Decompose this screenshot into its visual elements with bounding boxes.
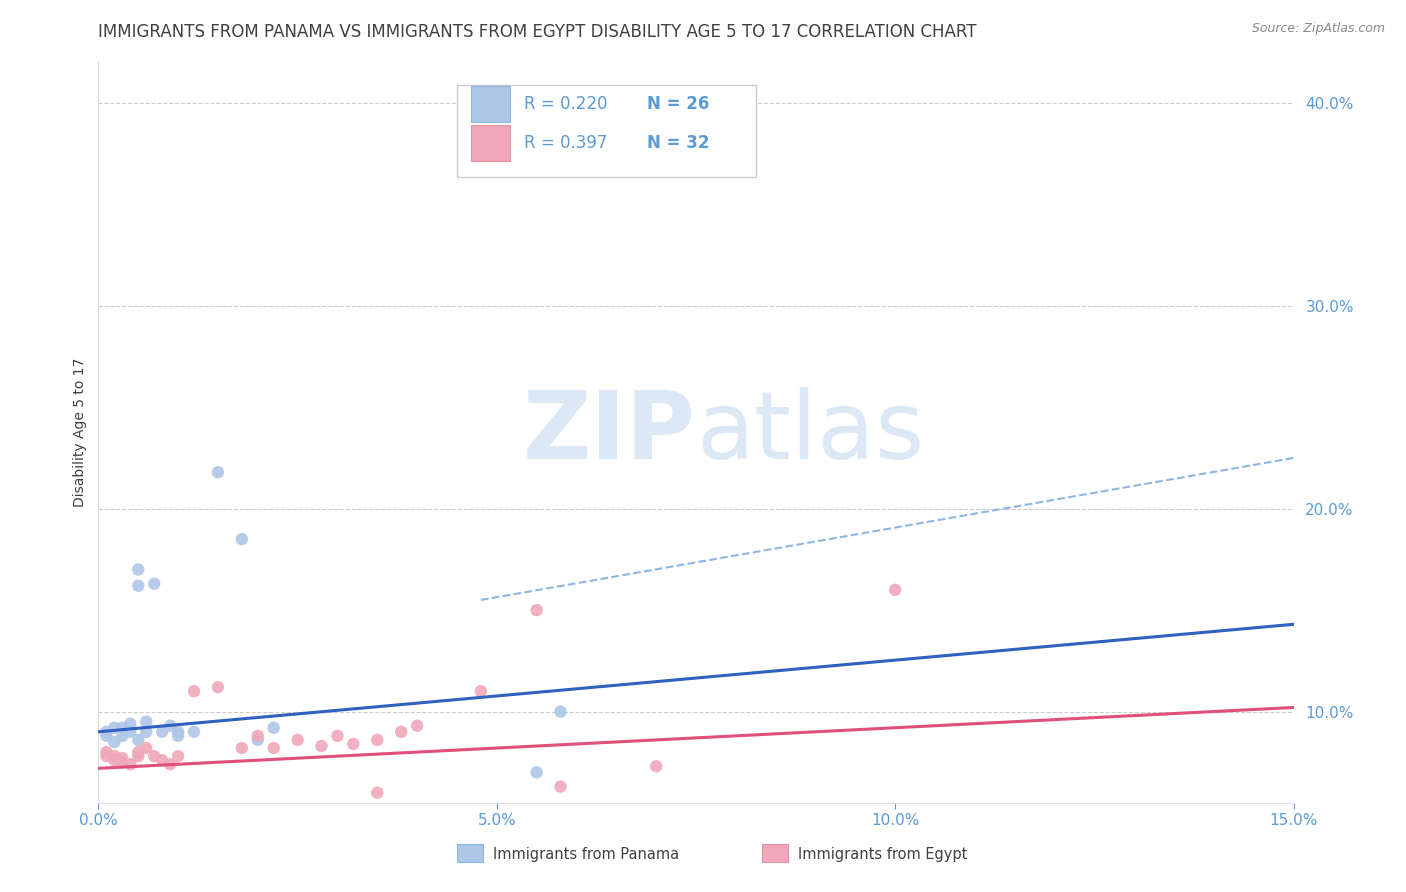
Point (311, 739, 333, 753)
Text: Source: ZipAtlas.com: Source: ZipAtlas.com (1251, 22, 1385, 36)
Text: IMMIGRANTS FROM PANAMA VS IMMIGRANTS FROM EGYPT DISABILITY AGE 5 TO 17 CORRELATI: IMMIGRANTS FROM PANAMA VS IMMIGRANTS FRO… (98, 23, 977, 41)
Text: R = 0.397: R = 0.397 (524, 134, 607, 152)
Point (96, 729, 118, 743)
Point (263, 741, 285, 756)
Point (526, 765, 548, 780)
Text: N = 32: N = 32 (647, 134, 710, 152)
Point (127, 749, 149, 764)
Point (884, 582, 907, 597)
Y-axis label: Disability Age 5 to 17: Disability Age 5 to 17 (73, 358, 87, 508)
Point (127, 579, 149, 593)
FancyBboxPatch shape (471, 125, 509, 161)
Point (645, 759, 668, 773)
FancyBboxPatch shape (762, 844, 787, 862)
Text: atlas: atlas (696, 386, 924, 479)
FancyBboxPatch shape (457, 85, 756, 178)
Point (342, 737, 364, 751)
Text: N = 26: N = 26 (647, 95, 710, 113)
Point (135, 741, 157, 756)
Point (111, 751, 134, 765)
Point (150, 724, 173, 739)
Point (103, 721, 125, 735)
Point (183, 684, 205, 698)
Point (167, 724, 190, 739)
Point (366, 733, 388, 747)
Point (159, 719, 181, 733)
Point (167, 749, 190, 764)
Point (96, 724, 118, 739)
Text: Immigrants from Panama: Immigrants from Panama (494, 847, 679, 863)
Point (120, 757, 142, 772)
Point (103, 753, 125, 767)
Point (263, 721, 285, 735)
Point (120, 724, 142, 739)
FancyBboxPatch shape (471, 87, 509, 121)
Point (550, 705, 572, 719)
Point (143, 576, 166, 591)
Point (103, 826, 125, 840)
Point (103, 749, 125, 764)
Point (326, 729, 349, 743)
Point (207, 465, 229, 479)
Point (96, 745, 118, 759)
Text: R = 0.220: R = 0.220 (524, 95, 607, 113)
Point (183, 724, 205, 739)
Point (111, 721, 134, 735)
Text: Immigrants from Egypt: Immigrants from Egypt (797, 847, 967, 863)
Point (246, 733, 269, 747)
Point (96, 749, 118, 764)
Point (167, 729, 190, 743)
Point (127, 745, 149, 759)
Point (246, 729, 269, 743)
Point (150, 753, 173, 767)
Point (143, 749, 166, 764)
Point (127, 733, 149, 747)
Point (231, 741, 253, 756)
FancyBboxPatch shape (457, 844, 484, 862)
Point (406, 719, 429, 733)
Point (111, 729, 134, 743)
Point (159, 757, 181, 772)
Point (135, 714, 157, 729)
Point (470, 684, 492, 698)
Point (103, 735, 125, 749)
Point (120, 716, 142, 731)
Text: ZIP: ZIP (523, 386, 696, 479)
Point (287, 733, 309, 747)
Point (550, 780, 572, 794)
Point (127, 562, 149, 576)
Point (135, 724, 157, 739)
Point (207, 680, 229, 694)
Point (231, 532, 253, 546)
Point (389, 724, 412, 739)
Point (526, 603, 548, 617)
Point (366, 786, 388, 800)
Point (111, 756, 134, 770)
